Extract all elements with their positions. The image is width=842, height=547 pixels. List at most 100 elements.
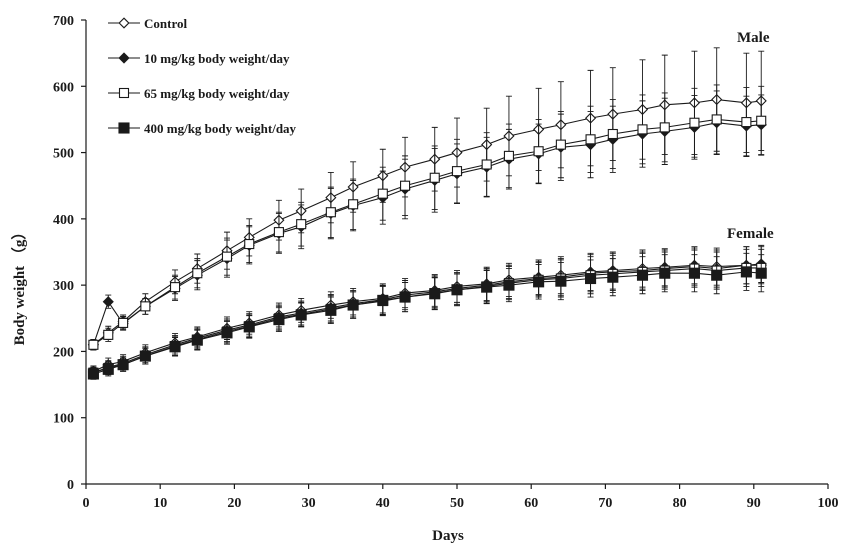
data-point: [244, 238, 255, 250]
data-point: [191, 334, 203, 346]
y-tick-label: 100: [53, 412, 74, 427]
series-line: [92, 122, 762, 345]
legend-label: Control: [144, 16, 187, 31]
y-ticks: 0 100 200 300 400 500 600 700: [53, 14, 86, 493]
data-point: [221, 327, 233, 339]
data-point: [296, 219, 307, 230]
data-point: [221, 251, 233, 262]
data-point: [503, 279, 515, 291]
data-point: [688, 267, 700, 279]
data-point: [273, 227, 284, 238]
y-tick-label: 200: [53, 345, 74, 360]
legend-label: 65 mg/kg body weight/day: [144, 86, 290, 101]
male-annotation: Male: [737, 30, 770, 46]
data-point: [451, 166, 463, 177]
data-point: [243, 321, 255, 333]
y-axis-title: Body weight （g）: [10, 225, 28, 346]
y-tick-label: 0: [67, 478, 74, 493]
data-point: [755, 267, 767, 279]
data-point: [117, 359, 129, 371]
data-point: [325, 304, 337, 316]
x-tick-label: 40: [376, 496, 390, 511]
series-line: [93, 263, 762, 374]
female-annotation: Female: [727, 226, 774, 242]
data-point: [607, 128, 618, 140]
data-point: [711, 114, 722, 125]
data-point: [585, 272, 597, 285]
data-point: [481, 281, 493, 293]
data-point: [192, 268, 203, 279]
data-point: [503, 150, 514, 161]
legend-item: 10 mg/kg body weight/day: [108, 51, 290, 66]
y-tick-label: 500: [53, 147, 74, 162]
series-male-2: [88, 84, 767, 351]
data-point: [740, 266, 752, 278]
series-layer: [87, 47, 767, 380]
legend-marker: [118, 17, 130, 29]
x-tick-label: 80: [673, 496, 687, 511]
legend-label: 400 mg/kg body weight/day: [144, 121, 297, 136]
data-point: [636, 269, 649, 281]
data-point: [555, 139, 566, 150]
data-point: [118, 317, 129, 328]
x-tick-label: 50: [450, 496, 464, 511]
legend-label: 10 mg/kg body weight/day: [144, 51, 290, 66]
y-tick-label: 300: [53, 279, 74, 294]
data-point: [102, 363, 114, 375]
data-point: [481, 159, 492, 170]
legend-item: Control: [108, 16, 187, 31]
x-tick-label: 100: [818, 496, 839, 511]
series-line: [93, 98, 762, 346]
y-tick-label: 600: [53, 80, 74, 95]
y-tick-label: 400: [53, 213, 74, 228]
data-point: [103, 329, 114, 340]
y-tick-label: 700: [53, 14, 74, 29]
series-line: [93, 267, 762, 374]
x-ticks: 0 10 20 30 40 50 60 70 80 90 100: [83, 484, 839, 511]
data-point: [429, 172, 440, 183]
data-point: [400, 180, 411, 191]
data-point: [451, 284, 463, 296]
data-point: [139, 350, 151, 362]
data-point: [607, 271, 619, 283]
x-tick-label: 60: [524, 496, 538, 511]
data-point: [348, 199, 359, 210]
data-point: [377, 188, 388, 199]
data-point: [533, 146, 544, 157]
data-point: [659, 122, 670, 133]
legend-item: 400 mg/kg body weight/day: [108, 121, 297, 136]
data-point: [140, 301, 151, 312]
data-point: [377, 294, 389, 306]
data-point: [533, 276, 545, 288]
data-point: [273, 314, 285, 326]
series-female-6: [87, 252, 767, 380]
legend-marker: [118, 122, 130, 134]
data-point: [585, 134, 596, 145]
data-point: [88, 339, 99, 350]
series-line: [93, 264, 762, 372]
data-point: [555, 275, 567, 287]
series-line: [93, 271, 762, 375]
data-point: [295, 309, 307, 321]
data-point: [325, 207, 336, 218]
series-line: [93, 118, 762, 346]
legend-marker: [118, 52, 130, 64]
legend: Control 10 mg/kg body weight/day 65 mg/kg …: [108, 16, 297, 136]
x-tick-label: 20: [227, 496, 241, 511]
x-tick-label: 30: [302, 496, 316, 511]
legend-item: 65 mg/kg body weight/day: [108, 86, 290, 101]
x-tick-label: 90: [747, 496, 761, 511]
data-point: [689, 117, 700, 128]
axes: 0 100 200 300 400 500 600 700 0 10 20 30 40 50 60 70 80…: [53, 14, 839, 511]
data-point: [169, 341, 181, 353]
x-tick-label: 0: [83, 496, 90, 511]
x-axis-title: Days: [432, 528, 464, 544]
data-point: [711, 269, 723, 281]
data-point: [741, 117, 752, 128]
data-point: [102, 296, 114, 308]
data-point: [637, 124, 648, 135]
data-point: [429, 288, 441, 300]
data-point: [659, 267, 671, 279]
data-point: [347, 299, 359, 311]
data-point: [169, 282, 181, 293]
